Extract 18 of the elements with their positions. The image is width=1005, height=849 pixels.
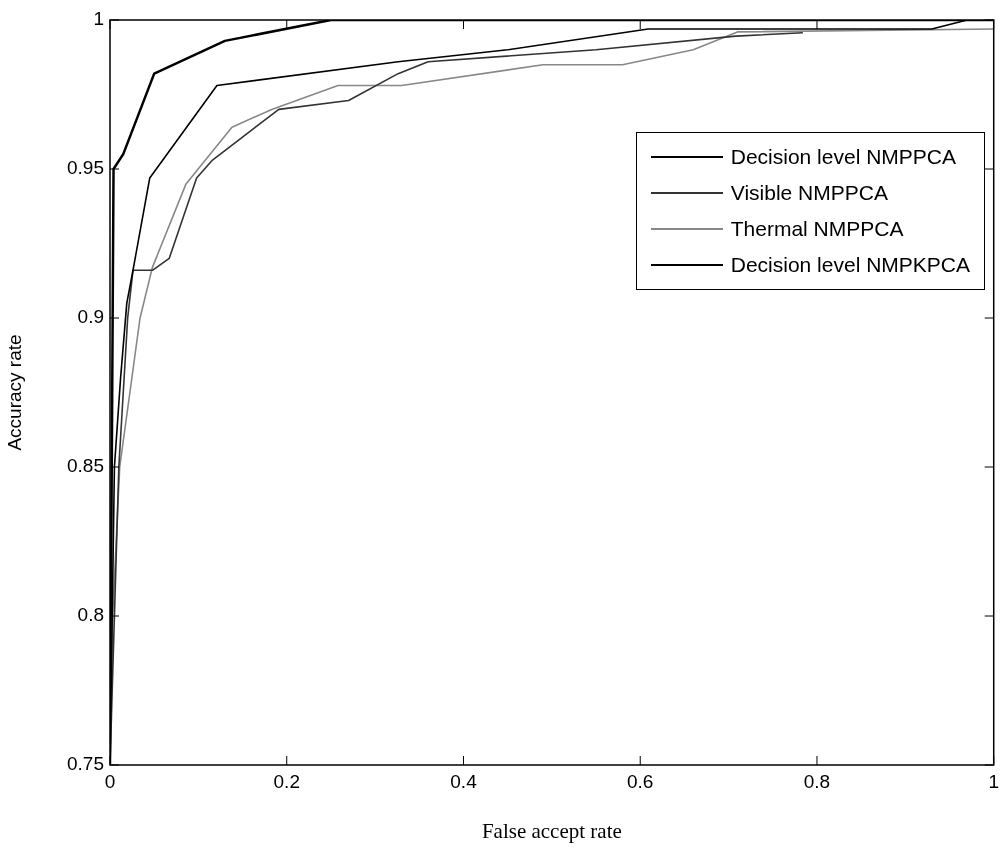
y-tick-label: 0.75 (67, 753, 104, 775)
y-tick-label: 0.8 (77, 604, 104, 626)
x-tick-label: 0.8 (803, 770, 831, 792)
legend-label: Visible NMPPCA (730, 181, 888, 205)
y-axis-title: Accuracy rate (3, 334, 25, 451)
y-tick-label: 1 (93, 8, 104, 30)
x-axis-title: False accept rate (481, 818, 622, 843)
x-tick-label: 0.6 (627, 770, 654, 792)
y-tick-label: 0.85 (67, 455, 104, 477)
legend-label: Decision level NMPKPCA (730, 253, 970, 277)
x-tick-label: 1 (988, 770, 1000, 792)
x-tick-label: 0.4 (450, 770, 478, 792)
x-tick-label: 0.2 (273, 770, 300, 792)
y-tick-label: 0.9 (77, 306, 104, 328)
x-tick-label: 0 (104, 770, 116, 792)
y-tick-label: 0.95 (67, 157, 104, 179)
legend-label: Decision level NMPPCA (730, 145, 956, 169)
legend-label: Thermal NMPPCA (730, 217, 904, 241)
